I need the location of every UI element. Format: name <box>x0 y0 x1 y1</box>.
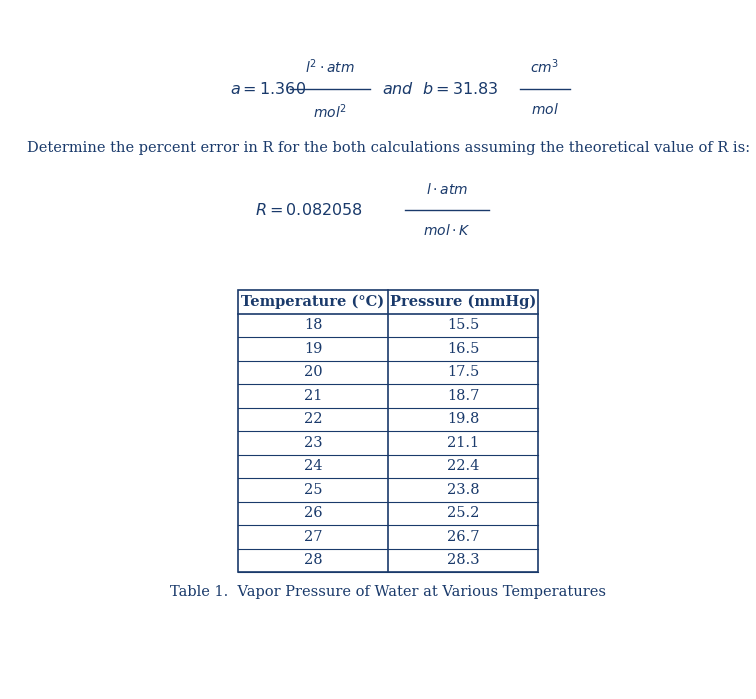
Text: $l^2 \cdot atm$: $l^2 \cdot atm$ <box>305 57 355 76</box>
Text: $mol^2$: $mol^2$ <box>313 102 347 121</box>
Text: $a = 1.360$: $a = 1.360$ <box>230 80 306 97</box>
Text: Temperature (°C): Temperature (°C) <box>241 294 385 309</box>
Text: Determine the percent error in R for the both calculations assuming the theoreti: Determine the percent error in R for the… <box>27 141 750 155</box>
Text: 19.8: 19.8 <box>447 412 479 426</box>
Text: 28: 28 <box>304 553 322 568</box>
Text: Table 1.  Vapor Pressure of Water at Various Temperatures: Table 1. Vapor Pressure of Water at Vari… <box>170 585 606 599</box>
Text: 23.8: 23.8 <box>447 483 479 497</box>
Text: 22.4: 22.4 <box>447 459 479 473</box>
Text: $and\ \ b = 31.83$: $and\ \ b = 31.83$ <box>382 80 498 97</box>
Text: Pressure (mmHg): Pressure (mmHg) <box>390 294 536 309</box>
Text: $mol$: $mol$ <box>531 102 559 117</box>
Text: $l \cdot atm$: $l \cdot atm$ <box>426 182 468 197</box>
Text: 26: 26 <box>304 506 322 520</box>
Bar <box>238 290 538 572</box>
Text: 24: 24 <box>304 459 322 473</box>
Text: 18.7: 18.7 <box>447 389 479 403</box>
Text: 15.5: 15.5 <box>447 318 479 332</box>
Text: 26.7: 26.7 <box>447 530 479 544</box>
Text: 27: 27 <box>304 530 322 544</box>
Text: 23: 23 <box>304 435 322 449</box>
Text: $R = 0.082058$: $R = 0.082058$ <box>255 201 363 219</box>
Text: $mol \cdot K$: $mol \cdot K$ <box>423 223 471 238</box>
Text: 25.2: 25.2 <box>447 506 479 520</box>
Text: 17.5: 17.5 <box>447 366 479 380</box>
Text: 16.5: 16.5 <box>447 342 479 356</box>
Text: 18: 18 <box>304 318 322 332</box>
Text: $cm^3$: $cm^3$ <box>531 57 559 76</box>
Text: 25: 25 <box>304 483 322 497</box>
Text: 21.1: 21.1 <box>447 435 479 449</box>
Text: 22: 22 <box>304 412 322 426</box>
Text: 20: 20 <box>304 366 322 380</box>
Text: 21: 21 <box>304 389 322 403</box>
Text: 19: 19 <box>304 342 322 356</box>
Text: 28.3: 28.3 <box>447 553 479 568</box>
